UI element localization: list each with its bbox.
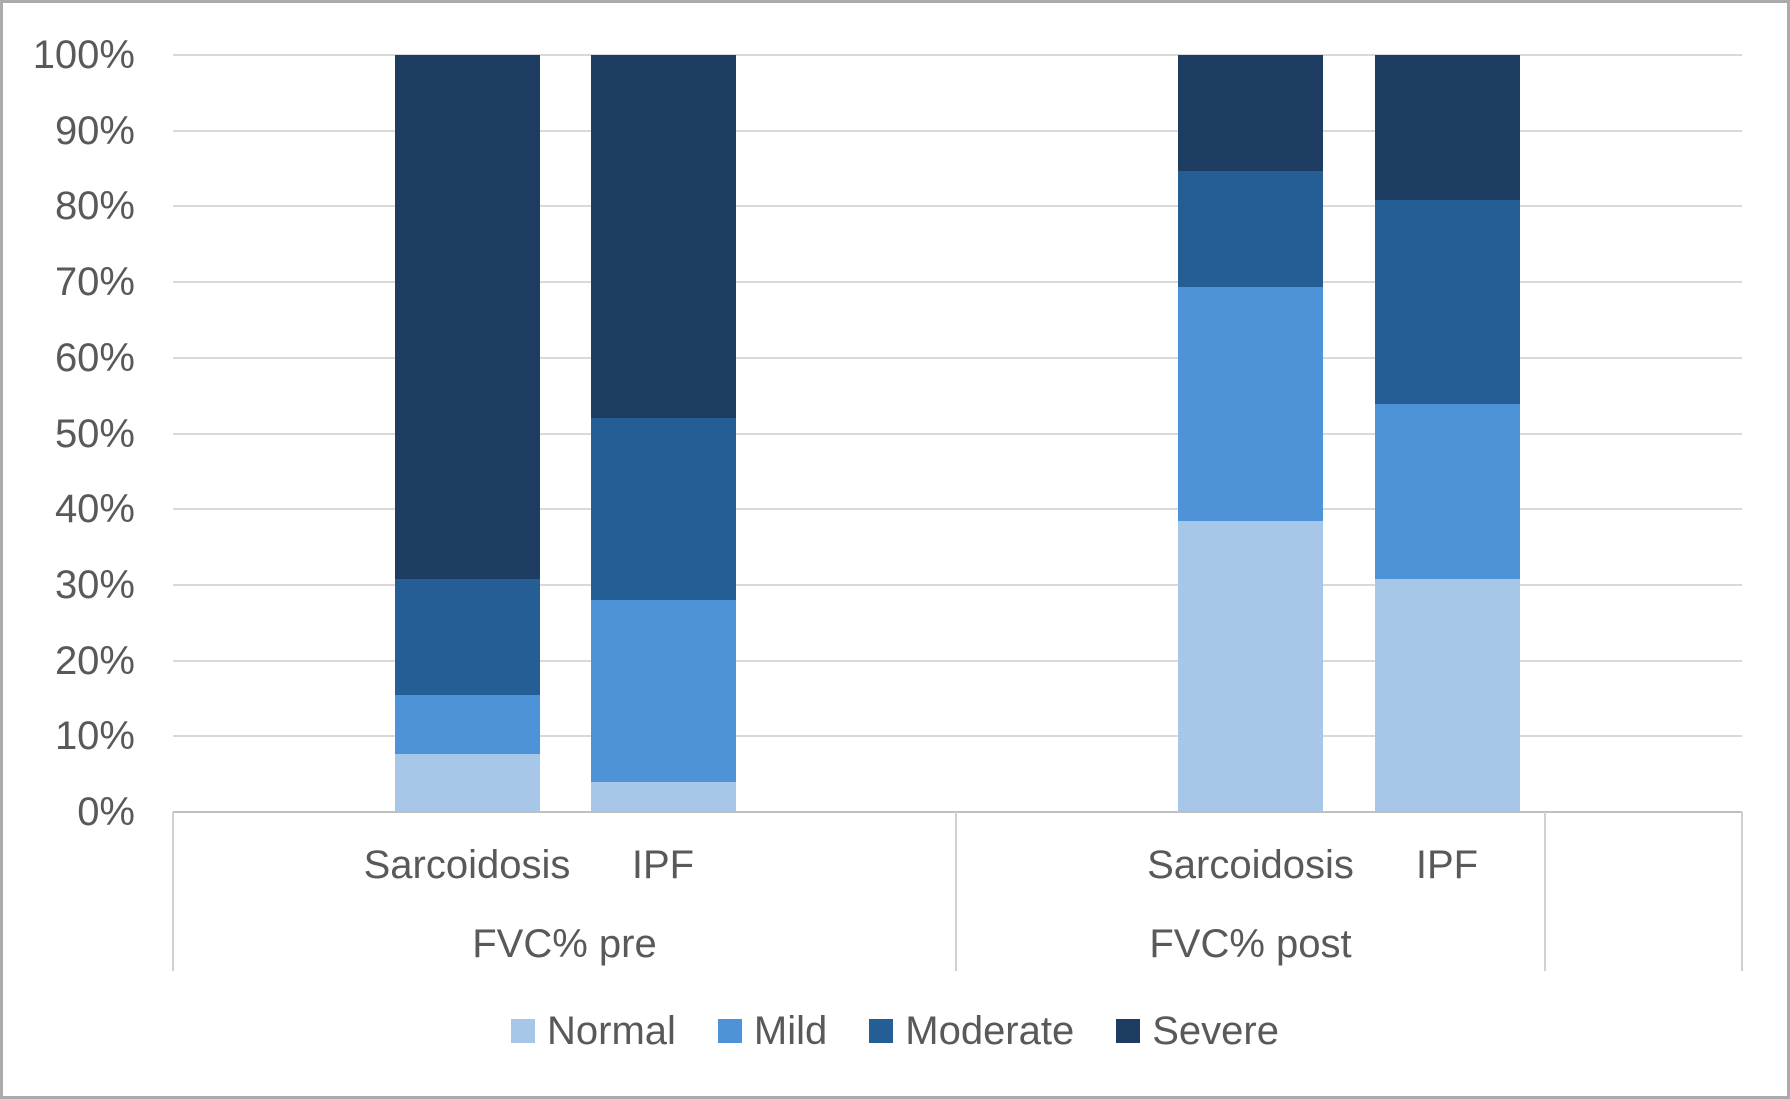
- y-axis-tick-label: 10%: [54, 714, 135, 759]
- bar-segment-moderate: [1374, 200, 1520, 404]
- bar-segment-normal: [590, 781, 736, 812]
- bar-segment-mild: [590, 600, 736, 782]
- category-label: IPF: [631, 843, 695, 887]
- y-axis-tick-label: 40%: [54, 487, 135, 532]
- bar-segment-severe: [1178, 55, 1323, 171]
- y-axis-tick-label: 30%: [54, 562, 135, 607]
- y-gridline: [173, 356, 1742, 359]
- x-axis-line: [173, 811, 1742, 813]
- legend-swatch-mild-icon: [717, 1019, 742, 1043]
- y-axis-tick-label: 100%: [32, 33, 135, 77]
- y-axis-tick-label: 60%: [54, 335, 135, 380]
- category-label: IPF: [1415, 843, 1479, 887]
- group-label: FVC% post: [1149, 922, 1352, 966]
- bar-segment-mild: [1178, 287, 1323, 521]
- category-label: Sarcoidosis: [363, 843, 571, 887]
- y-gridline: [173, 583, 1742, 586]
- y-axis-tick-label: 70%: [54, 260, 135, 305]
- category-label: Sarcoidosis: [1147, 843, 1354, 887]
- bar-segment-moderate: [394, 578, 540, 696]
- y-axis-tick-label: 0%: [77, 790, 135, 834]
- legend-label: Normal: [547, 1009, 676, 1053]
- bar-segment-normal: [394, 753, 540, 812]
- y-axis-tick-label: 50%: [54, 411, 135, 456]
- y-gridline: [173, 205, 1742, 208]
- y-axis-tick-label: 90%: [54, 108, 135, 153]
- bar-segment-moderate: [590, 418, 736, 601]
- legend-item-severe: Severe: [1116, 1007, 1279, 1055]
- axis-band-separator: [955, 812, 957, 971]
- axis-band-separator: [1741, 812, 1743, 971]
- bar-segment-normal: [1178, 520, 1323, 812]
- legend-label: Severe: [1152, 1009, 1279, 1053]
- bar-segment-mild: [394, 695, 540, 754]
- bar-segment-normal: [1374, 578, 1520, 812]
- y-gridline: [173, 281, 1742, 284]
- bar-segment-mild: [1374, 403, 1520, 579]
- y-gridline: [173, 54, 1742, 56]
- legend: Normal Mild Moderate Severe: [3, 1007, 1787, 1055]
- y-gridline: [173, 508, 1742, 511]
- axis-band-separator: [1544, 812, 1546, 971]
- bar-segment-moderate: [1178, 170, 1323, 288]
- legend-swatch-normal-icon: [511, 1019, 535, 1043]
- plot-area: 0% 10% 20% 30% 40% 50% 60% 70% 80% 90% 100% Sarcoid…: [3, 3, 1787, 1096]
- bar-segment-severe: [590, 55, 736, 419]
- y-gridline: [173, 432, 1742, 435]
- legend-swatch-severe-icon: [1116, 1019, 1141, 1043]
- axis-band-separator: [172, 812, 174, 971]
- legend-swatch-moderate-icon: [869, 1019, 894, 1043]
- legend-item-mild: Mild: [717, 1007, 828, 1055]
- y-axis-tick-label: 20%: [54, 638, 135, 683]
- legend-item-moderate: Moderate: [869, 1007, 1074, 1055]
- y-gridline: [173, 735, 1742, 738]
- group-label: FVC% pre: [472, 922, 657, 966]
- legend-item-normal: Normal: [511, 1007, 676, 1055]
- y-gridline: [173, 659, 1742, 662]
- legend-label: Mild: [753, 1009, 828, 1053]
- y-axis-tick-label: 80%: [54, 184, 135, 229]
- y-gridline: [173, 129, 1742, 132]
- bar-segment-severe: [394, 55, 540, 579]
- bar-segment-severe: [1374, 55, 1520, 201]
- legend-label: Moderate: [905, 1009, 1075, 1053]
